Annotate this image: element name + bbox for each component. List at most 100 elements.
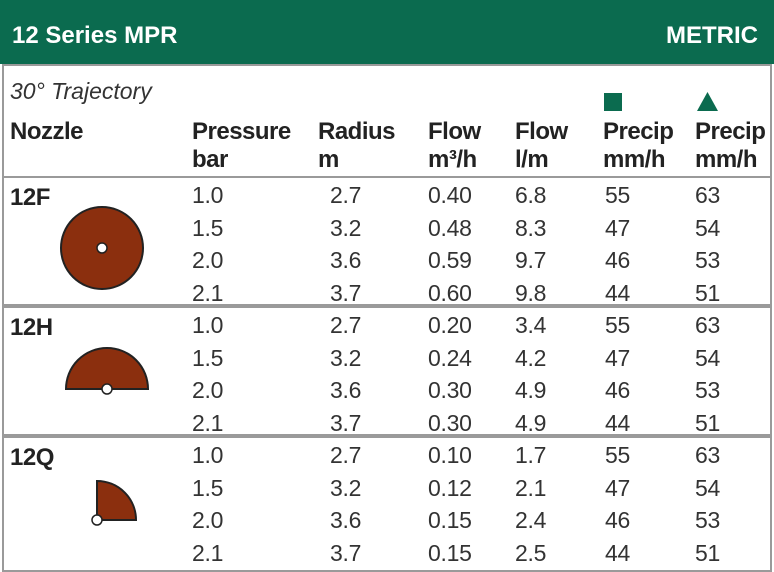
cell: 2.5 <box>515 539 547 566</box>
cell: 47 <box>605 344 630 371</box>
subtitle: 30° Trajectory <box>10 78 152 104</box>
cell: 2.7 <box>330 442 362 468</box>
cell: 1.5 <box>192 344 224 371</box>
nozzle-dot <box>101 383 113 395</box>
title: 12 Series MPR <box>12 22 178 49</box>
cell: 46 <box>605 247 630 273</box>
cell: 44 <box>605 539 630 566</box>
cell: 54 <box>695 344 720 371</box>
cell: 2.7 <box>330 182 362 208</box>
cell: 4.2 <box>515 344 547 371</box>
quarter-circle-icon <box>96 479 138 521</box>
cell: 0.12 <box>428 474 472 501</box>
cell: 0.15 <box>428 539 472 566</box>
cell: 2.1 <box>192 409 224 436</box>
column-header: Radius <box>318 118 396 145</box>
cell: 0.59 <box>428 247 472 273</box>
header-bar <box>0 0 774 64</box>
cell: 3.2 <box>330 214 362 241</box>
column-header: Pressure <box>192 118 291 145</box>
cell: 53 <box>695 507 720 533</box>
group-box <box>2 176 772 306</box>
cell: 3.6 <box>330 247 362 273</box>
column-header: bar <box>192 146 228 173</box>
cell: 9.7 <box>515 247 547 273</box>
cell: 53 <box>695 377 720 403</box>
column-header: mm/h <box>695 146 758 173</box>
cell: 3.7 <box>330 409 362 436</box>
cell: 55 <box>605 182 630 208</box>
cell: 53 <box>695 247 720 273</box>
cell: 1.7 <box>515 442 547 468</box>
cell: 3.7 <box>330 539 362 566</box>
cell: 1.0 <box>192 182 224 208</box>
cell: 1.5 <box>192 474 224 501</box>
cell: 51 <box>695 279 720 306</box>
cell: 51 <box>695 539 720 566</box>
column-header: Flow <box>428 118 481 145</box>
cell: 6.8 <box>515 182 547 208</box>
cell: 0.60 <box>428 279 472 306</box>
group-box <box>2 306 772 436</box>
cell: 3.6 <box>330 507 362 533</box>
cell: 55 <box>605 442 630 468</box>
cell: 3.4 <box>515 312 547 338</box>
cell: 46 <box>605 377 630 403</box>
cell: 63 <box>695 182 720 208</box>
cell: 47 <box>605 214 630 241</box>
cell: 8.3 <box>515 214 547 241</box>
cell: 55 <box>605 312 630 338</box>
cell: 4.9 <box>515 377 547 403</box>
column-header: Flow <box>515 118 568 145</box>
cell: 9.8 <box>515 279 547 306</box>
cell: 2.0 <box>192 507 224 533</box>
cell: 47 <box>605 474 630 501</box>
cell: 54 <box>695 474 720 501</box>
cell: 46 <box>605 507 630 533</box>
cell: 3.2 <box>330 474 362 501</box>
cell: 1.0 <box>192 312 224 338</box>
cell: 63 <box>695 312 720 338</box>
square-symbol <box>604 93 622 111</box>
cell: 44 <box>605 409 630 436</box>
cell: 54 <box>695 214 720 241</box>
cell: 3.6 <box>330 377 362 403</box>
column-header: m³/h <box>428 146 477 173</box>
cell: 2.7 <box>330 312 362 338</box>
cell: 0.24 <box>428 344 472 371</box>
column-header: Nozzle <box>10 118 84 145</box>
nozzle-name: 12F <box>10 184 50 211</box>
cell: 2.1 <box>192 279 224 306</box>
nozzle-dot <box>96 242 108 254</box>
nozzle-name: 12H <box>10 314 53 341</box>
cell: 0.10 <box>428 442 472 468</box>
cell: 3.2 <box>330 344 362 371</box>
cell: 0.48 <box>428 214 472 241</box>
unit-system: METRIC <box>666 22 758 49</box>
column-header: m <box>318 146 339 173</box>
cell: 51 <box>695 409 720 436</box>
cell: 63 <box>695 442 720 468</box>
nozzle-name: 12Q <box>10 444 54 471</box>
triangle-symbol <box>697 92 718 111</box>
cell: 0.15 <box>428 507 472 533</box>
cell: 2.1 <box>192 539 224 566</box>
group-box <box>2 436 772 572</box>
cell: 1.5 <box>192 214 224 241</box>
cell: 2.0 <box>192 247 224 273</box>
half-circle-icon <box>64 347 150 390</box>
cell: 3.7 <box>330 279 362 306</box>
column-header: l/m <box>515 146 549 173</box>
cell: 2.4 <box>515 507 547 533</box>
cell: 0.40 <box>428 182 472 208</box>
cell: 0.30 <box>428 409 472 436</box>
column-header: mm/h <box>603 146 666 173</box>
cell: 44 <box>605 279 630 306</box>
cell: 1.0 <box>192 442 224 468</box>
column-header: Precip <box>603 118 674 145</box>
cell: 0.30 <box>428 377 472 403</box>
column-header: Precip <box>695 118 766 145</box>
nozzle-dot <box>91 514 103 526</box>
